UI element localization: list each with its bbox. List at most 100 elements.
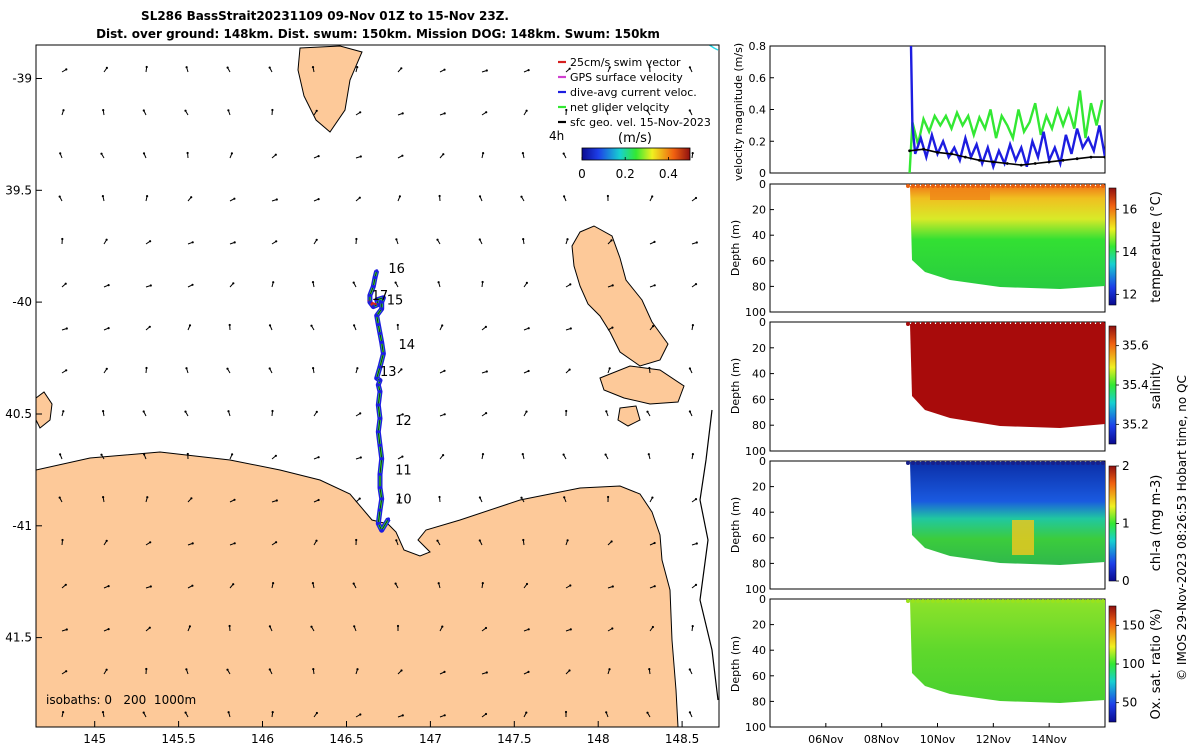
velocity-arrow-head [355, 237, 358, 241]
surface-sample-dot [1066, 599, 1070, 603]
velocity-arrow-head [562, 152, 565, 155]
velocity-arrow-head [651, 496, 654, 499]
legend-label: dive-avg current veloc. [570, 86, 697, 99]
velocity-arrow-head [233, 542, 236, 545]
velocity-arrow-head [436, 539, 439, 542]
surface-sample-dot [946, 461, 950, 465]
velocity-arrow-head [478, 539, 481, 542]
track-day-label: 13 [380, 365, 397, 380]
velocity-arrow-head [691, 625, 694, 628]
track-point [380, 497, 384, 501]
velocity-arrow-head [185, 367, 188, 370]
velocity-arrow-head [527, 670, 530, 674]
velocity-arrow-head [227, 410, 230, 413]
surface-sample-dot [996, 184, 1000, 188]
surface-sample-dot [1026, 184, 1030, 188]
velocity-arrow-head [565, 409, 568, 413]
depth-tick-label: 40 [752, 229, 766, 242]
velocity-y-tick-label: 0 [759, 167, 766, 180]
surface-sample-dot [1041, 322, 1045, 326]
footer-credit: © IMOS 29-Nov-2023 08:26:53 Hobart time,… [1175, 375, 1189, 681]
velocity-arrow-head [688, 109, 691, 112]
velocity-arrow-head [275, 198, 278, 201]
colorbar-tick-label: 100 [1122, 657, 1145, 671]
surface-sample-dot [1031, 184, 1035, 188]
velocity-arrow-head [311, 66, 315, 69]
velocity-arrow-head [62, 711, 65, 714]
velocity-arrow-head [355, 538, 358, 542]
chlorophyll-cb-label: chl-a (mg m-3) [1149, 475, 1164, 572]
map-legend: 25cm/s swim vector GPS surface velocity di… [549, 56, 711, 181]
title-line-2: Dist. over ground: 148km. Dist. swum: 15… [96, 27, 660, 41]
velocity-arrow-head [396, 323, 399, 327]
velocity-arrow-head [646, 109, 649, 112]
velocity-arrow-head [608, 367, 611, 370]
surface-sample-dot [976, 599, 980, 603]
velocity-arrow-head [651, 625, 655, 629]
velocity-arrow-head [268, 668, 271, 671]
velocity-arrow-head [400, 368, 403, 371]
time-x-tick-label: 06Nov [808, 733, 844, 746]
velocity-arrow-head [520, 496, 523, 499]
legend-label: 25cm/s swim vector [570, 56, 681, 69]
velocity-series-0 [908, 90, 1104, 173]
velocity-y-tick-label: 0.6 [749, 72, 767, 85]
velocity-arrow-head [525, 711, 528, 714]
velocity-arrow-head [646, 711, 649, 714]
velocity-arrow-head [102, 109, 105, 112]
surface-sample-dot [986, 599, 990, 603]
surface-sample-dot [936, 184, 940, 188]
velocity-arrow-head [688, 66, 692, 69]
surface-sample-dot [1006, 184, 1010, 188]
surface-sample-dot [1101, 322, 1105, 326]
surface-sample-dot [1046, 184, 1050, 188]
velocity-arrow-head [146, 496, 149, 499]
velocity-arrow-head [653, 240, 656, 243]
velocity-arrow-head [186, 151, 189, 155]
velocity-arrow-head [441, 324, 444, 327]
surface-sample-dot [951, 322, 955, 326]
velocity-arrow-head [232, 583, 235, 586]
flinders-island-land [571, 225, 669, 367]
velocity-arrow-head [436, 238, 439, 241]
depth-tick-label: 20 [752, 481, 766, 494]
velocity-arrow-head [274, 153, 277, 156]
velocity-arrow-head [188, 625, 191, 628]
velocity-arrow-head [274, 454, 277, 457]
velocity-arrow-head [481, 453, 485, 456]
chlorophyll-ylabel: Depth (m) [729, 497, 742, 553]
colorbar-label: (m/s) [618, 131, 652, 146]
surface-sample-dot [1071, 322, 1075, 326]
track-point [378, 365, 382, 369]
isobath-annotation: isobaths: 0 200 1000m [46, 693, 196, 707]
velocity-arrow-head [275, 541, 278, 544]
track-point [368, 293, 372, 297]
velocity-arrow-head [651, 195, 654, 198]
velocity-arrow-head [522, 238, 525, 241]
depth-tick-label: 60 [752, 532, 766, 545]
map-x-tick-label: 148 [587, 732, 610, 746]
velocity-arrow-head [59, 152, 62, 155]
velocity-arrow-head [353, 625, 356, 628]
surface-sample-dot [941, 599, 945, 603]
map-y-ticks: -39 39.5 -40 40.5 -41 41.5 [5, 72, 42, 645]
surface-sample-dot [981, 184, 985, 188]
track-point [375, 376, 379, 380]
chlorophyll-colorbar [1108, 465, 1117, 582]
velocity-arrow-head [610, 239, 613, 242]
velocity-y-tick-label: 0.4 [749, 104, 767, 117]
surface-sample-dot [1056, 461, 1060, 465]
velocity-arrow-head [358, 497, 361, 500]
velocity-arrow-head [231, 453, 234, 456]
surface-sample-dot [1086, 322, 1090, 326]
colorbar-tick-label: 35.2 [1122, 417, 1149, 431]
velocity-arrow-head [58, 195, 61, 198]
surface-sample-dot [1101, 461, 1105, 465]
velocity-arrow-head [611, 627, 614, 630]
velocity-arrow-head [228, 323, 231, 327]
velocity-arrow-head [691, 152, 694, 155]
surface-sample-dot [921, 184, 925, 188]
depth-tick-label: 80 [752, 419, 766, 432]
velocity-arrow-head [145, 65, 148, 69]
velocity-arrow-head [646, 410, 649, 413]
